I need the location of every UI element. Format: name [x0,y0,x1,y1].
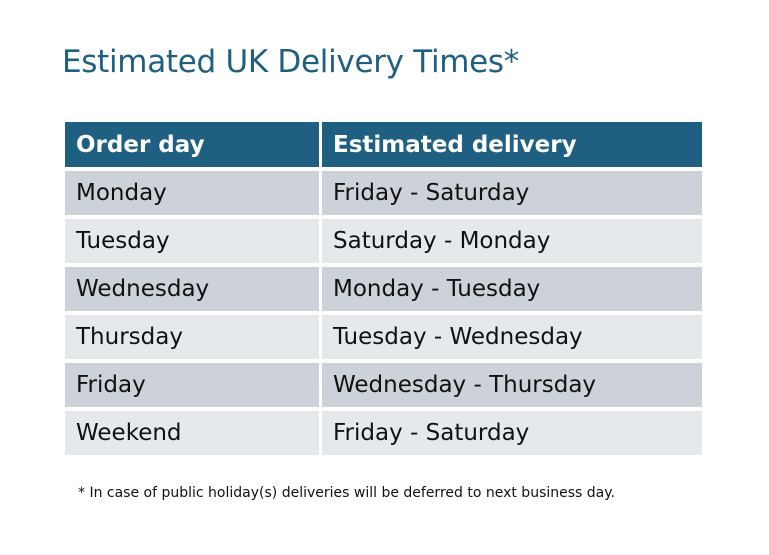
page-title: Estimated UK Delivery Times* [62,44,519,80]
delivery-cell: Saturday - Monday [322,219,702,263]
table-row: Tuesday Saturday - Monday [65,219,702,263]
table-row: Wednesday Monday - Tuesday [65,267,702,311]
delivery-cell: Monday - Tuesday [322,267,702,311]
order-day-cell: Monday [65,171,319,215]
delivery-cell: Tuesday - Wednesday [322,315,702,359]
table-row: Thursday Tuesday - Wednesday [65,315,702,359]
table-row: Friday Wednesday - Thursday [65,363,702,407]
footnote: * In case of public holiday(s) deliverie… [78,485,615,501]
order-day-cell: Friday [65,363,319,407]
delivery-cell: Friday - Saturday [322,411,702,455]
table-row: Monday Friday - Saturday [65,171,702,215]
column-header-order-day: Order day [65,122,319,167]
table-row: Weekend Friday - Saturday [65,411,702,455]
order-day-cell: Wednesday [65,267,319,311]
delivery-times-table: Order day Estimated delivery Monday Frid… [62,118,705,459]
delivery-cell: Wednesday - Thursday [322,363,702,407]
delivery-cell: Friday - Saturday [322,171,702,215]
order-day-cell: Thursday [65,315,319,359]
column-header-estimated-delivery: Estimated delivery [322,122,702,167]
table-header-row: Order day Estimated delivery [65,122,702,167]
order-day-cell: Weekend [65,411,319,455]
order-day-cell: Tuesday [65,219,319,263]
